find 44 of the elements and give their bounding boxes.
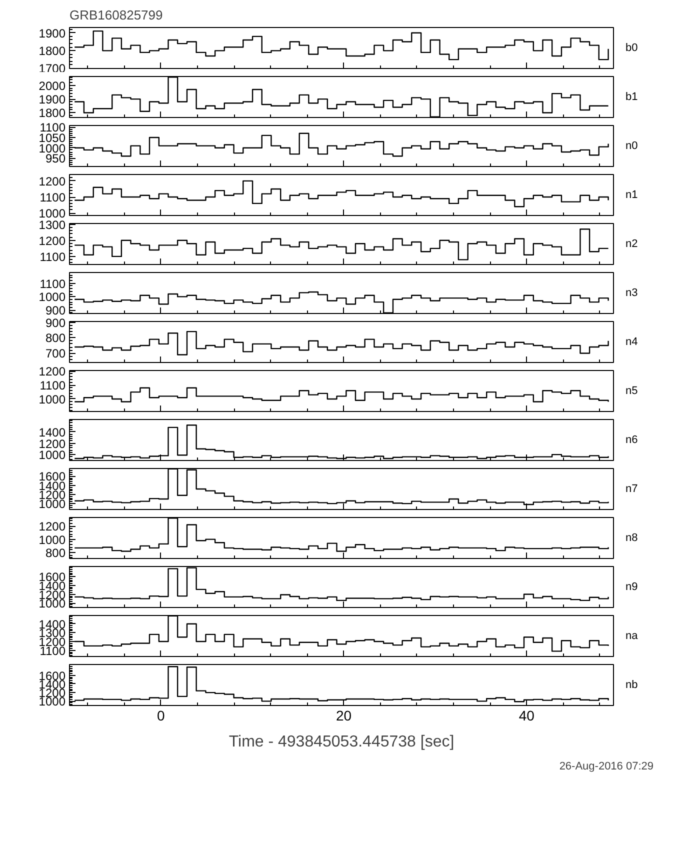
y-tick-label: 1800 xyxy=(38,106,66,120)
series-label: n7 xyxy=(626,483,638,495)
y-tick-label: 700 xyxy=(45,346,66,361)
y-tick-label: 900 xyxy=(45,316,66,330)
y-tick-label: 1100 xyxy=(40,250,66,264)
series-label: n2 xyxy=(626,238,638,250)
y-tick-label: 1100 xyxy=(40,190,66,205)
series-label: n6 xyxy=(626,434,638,446)
series-label: n9 xyxy=(626,581,638,593)
y-tick-label: 1100 xyxy=(40,378,66,393)
x-axis-title: Time - 493845053.445738 [sec] xyxy=(228,734,454,750)
chart-title: GRB160825799 xyxy=(70,8,163,22)
series-label: n8 xyxy=(626,532,638,544)
y-tick-label: 1800 xyxy=(38,44,66,58)
y-tick-label: 1000 xyxy=(38,532,66,547)
y-tick-label: 800 xyxy=(45,546,66,560)
y-tick-label: 1000 xyxy=(38,392,66,406)
y-tick-label: 1200 xyxy=(38,174,66,188)
y-tick-label: 1200 xyxy=(38,520,66,534)
y-tick-label: 1400 xyxy=(38,425,66,440)
y-tick-label: 1000 xyxy=(38,448,66,462)
x-tick-label: 0 xyxy=(157,708,166,724)
series-label: n5 xyxy=(626,385,638,397)
series-label: na xyxy=(626,630,639,642)
x-tick-label: 20 xyxy=(336,708,352,724)
series-label: nb xyxy=(626,679,638,691)
series-label: n0 xyxy=(626,140,638,152)
text: 26-Aug-2016 07:29 xyxy=(559,760,654,772)
series-label: b1 xyxy=(626,91,638,103)
series-label: n1 xyxy=(626,189,638,201)
y-tick-label: 1900 xyxy=(38,92,66,107)
y-tick-label: 900 xyxy=(45,304,66,318)
y-tick-label: 1200 xyxy=(38,364,66,379)
x-tick-label: 40 xyxy=(518,708,535,724)
y-tick-label: 800 xyxy=(45,331,66,346)
y-tick-label: 1200 xyxy=(38,234,66,248)
series-label: n4 xyxy=(626,336,638,348)
y-tick-label: 1000 xyxy=(38,290,66,304)
y-tick-label: 1100 xyxy=(40,276,66,291)
y-tick-label: 1200 xyxy=(38,436,66,451)
series-label: b0 xyxy=(626,42,638,54)
series-label: n3 xyxy=(626,287,638,299)
y-tick-label: 2000 xyxy=(38,78,66,93)
y-tick-label: 1900 xyxy=(38,26,66,40)
